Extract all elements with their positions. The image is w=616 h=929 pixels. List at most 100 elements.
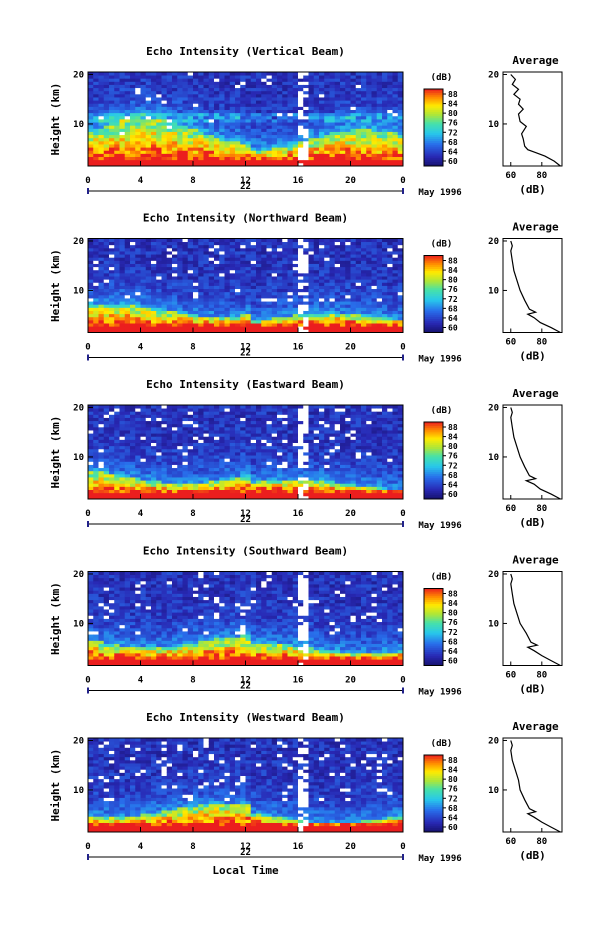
heatmap-cell (203, 125, 210, 129)
heatmap-cell (203, 294, 210, 299)
heatmap-cell (256, 313, 262, 318)
heatmap-cell (229, 125, 236, 129)
heatmap-cell (355, 78, 362, 82)
heatmap-cell (103, 238, 110, 243)
heatmap-cell (366, 81, 372, 85)
heatmap-cell (124, 140, 131, 145)
heatmap-cell (256, 467, 262, 472)
heatmap-cell (266, 112, 273, 117)
heatmap-cell (135, 72, 141, 76)
heatmap-cell (130, 442, 136, 447)
heatmap-cell (329, 326, 336, 330)
heatmap-cell (329, 313, 336, 318)
heatmap-cell (124, 257, 131, 261)
heatmap-cell (124, 316, 131, 321)
heatmap-cell (245, 75, 252, 79)
heatmap-cell (161, 90, 168, 95)
heatmap-cell (361, 122, 367, 126)
heatmap-cell (145, 112, 152, 117)
heatmap-cell (203, 430, 210, 434)
heatmap-cell (119, 492, 126, 497)
heatmap-cell (151, 153, 157, 157)
heatmap-cell (397, 134, 404, 139)
heatmap-cell (214, 480, 220, 484)
heatmap-cell (271, 439, 278, 443)
heatmap-cell (166, 414, 173, 418)
heatmap-cell (224, 477, 231, 481)
heatmap-cell (161, 458, 168, 462)
heatmap-cell (392, 266, 399, 271)
heatmap-cell (203, 298, 210, 302)
heatmap-cell (266, 251, 273, 255)
heatmap-cell (308, 119, 315, 123)
heatmap-cell (214, 316, 220, 321)
heatmap-cell (266, 319, 273, 324)
heatmap-cell (277, 483, 283, 487)
heatmap-cell (172, 263, 178, 268)
heatmap-cell (177, 307, 183, 311)
heatmap-cell (324, 326, 330, 330)
heatmap-cell (187, 285, 194, 290)
heatmap-cell (298, 103, 304, 107)
heatmap-cell (193, 329, 199, 333)
heatmap-cell (287, 301, 294, 305)
heatmap-cell (182, 319, 189, 324)
heatmap-cell (376, 137, 383, 142)
heatmap-cell (245, 473, 252, 478)
heatmap-cell (156, 442, 162, 447)
heatmap-cell (161, 492, 168, 497)
heatmap-cell (151, 260, 157, 264)
heatmap-cell (103, 251, 110, 255)
heatmap-cell (166, 266, 173, 271)
heatmap-cell (219, 420, 225, 425)
heatmap-cell (256, 464, 262, 469)
heatmap-cell (298, 238, 304, 243)
heatmap-cell (103, 323, 110, 327)
heatmap-cell (229, 408, 236, 412)
heatmap-cell (124, 247, 131, 252)
heatmap-cell (182, 147, 189, 151)
heatmap-cell (371, 285, 378, 290)
heatmap-cell (245, 298, 252, 302)
heatmap-cell (208, 298, 215, 302)
heatmap-cell (119, 125, 126, 129)
heatmap-cell (235, 492, 241, 497)
heatmap-cell (324, 156, 330, 161)
heatmap-cell (245, 100, 252, 104)
heatmap-cell (119, 291, 126, 296)
heatmap-cell (224, 109, 231, 114)
heatmap-cell (166, 84, 173, 89)
heatmap-cell (161, 285, 168, 290)
heatmap-cell (329, 84, 336, 89)
heatmap-cell (334, 260, 341, 264)
heatmap-cell (256, 414, 262, 418)
heatmap-cell (334, 97, 341, 101)
heatmap-cell (203, 304, 210, 308)
heatmap-cell (182, 467, 189, 472)
heatmap-cell (340, 310, 346, 315)
heatmap-cell (261, 470, 267, 475)
heatmap-cell (376, 310, 383, 315)
heatmap-cell (109, 260, 115, 264)
heatmap-cell (219, 109, 225, 114)
heatmap-cell (172, 445, 178, 450)
heatmap-cell (287, 411, 294, 415)
heatmap-cell (240, 153, 246, 157)
heatmap-cell (198, 323, 204, 327)
heatmap-cell (145, 313, 152, 318)
heatmap-cell (250, 269, 257, 274)
heatmap-cell (119, 100, 126, 104)
heatmap-cell (187, 115, 194, 120)
heatmap-cell (287, 241, 294, 246)
heatmap-cell (88, 238, 94, 243)
heatmap-cell (145, 430, 152, 434)
heatmap-cell (240, 433, 246, 437)
heatmap-cell (135, 470, 141, 475)
heatmap-cell (156, 473, 162, 478)
colorbar-segment (424, 324, 443, 328)
heatmap-cell (98, 78, 105, 82)
heatmap-cell (245, 310, 252, 315)
heatmap-cell (245, 319, 252, 324)
heatmap-cell (172, 285, 178, 290)
heatmap-cell (240, 90, 246, 95)
